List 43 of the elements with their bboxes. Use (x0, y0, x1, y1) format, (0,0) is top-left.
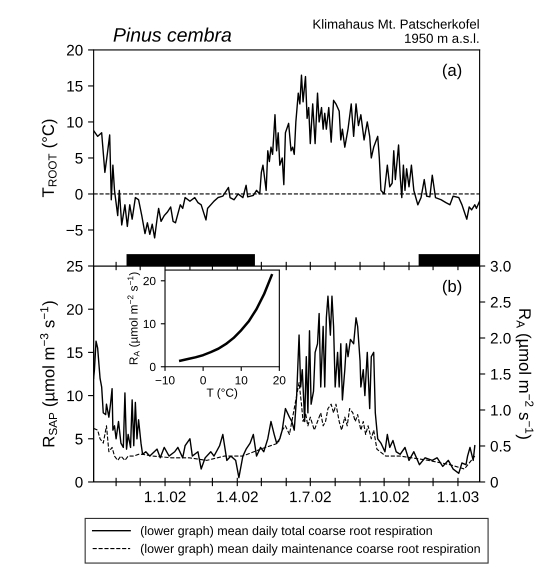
y2-axis-title: R$_{A}$ (µmol m$^{−2}$ s$^{−1}$) (516, 309, 534, 439)
x-tick-label: 10 (236, 376, 248, 384)
y-tick-label: 0 (75, 476, 83, 488)
y-tick-label: 15 (67, 347, 83, 358)
x-tick-label: 1.1.02 (144, 491, 186, 502)
y-tick-label: 20 (66, 304, 83, 315)
y-axis-title: R$_{SAP}$ (µmol m$^{−3}$ s$^{−1}$) (40, 301, 58, 446)
annotation: (a) (442, 64, 462, 80)
y-tick-label: 5 (75, 152, 83, 164)
y2-tick-label: 1.0 (491, 404, 511, 416)
line-series (179, 274, 273, 362)
legend-label: (lower graph) mean daily maintenance coarse root respiration (140, 544, 480, 556)
y-tick-label: 0 (150, 362, 156, 372)
x-tick-label: 1.1.03 (438, 491, 479, 502)
chart-subtitle: Klimahaus Mt. Patscherkofel 1950 m a.s.l. (314, 19, 479, 43)
y2-tick-label: 0 (490, 476, 498, 488)
annotation: (b) (442, 280, 462, 296)
chart-title: Pinus cembra (114, 28, 232, 42)
y-tick-label: 5 (75, 434, 83, 444)
y-tick-label: 10 (144, 320, 156, 328)
y2-tick-label: 2.0 (490, 332, 511, 344)
y2-tick-label: 1.5 (491, 369, 511, 380)
x-tick-label: −10 (156, 376, 175, 384)
y-axis-title: T$_{ROOT}$ (°C) (42, 120, 58, 198)
y-tick-label: 20 (66, 44, 83, 56)
y-tick-label: 25 (66, 260, 83, 272)
y2-tick-label: 0.5 (490, 440, 511, 452)
x-tick-label: 1.10.02 (360, 491, 409, 502)
y-tick-label: 0 (75, 188, 83, 200)
x-tick-label: 1.4.02 (217, 491, 258, 502)
y-axis-title: R$_{A}$ (µmol m$^{−2}$ s$^{−1}$) (127, 272, 140, 364)
x-tick-label: 0 (200, 376, 206, 384)
y-tick-label: 10 (67, 116, 83, 128)
x-tick-label: 20 (273, 376, 286, 384)
y2-tick-label: 2.5 (490, 296, 511, 308)
y2-tick-label: 3.0 (490, 260, 511, 272)
legend-label: (lower graph) mean daily total coarse root respiration (140, 526, 432, 538)
y-tick-label: −5 (66, 225, 83, 236)
x-axis-title: T (°C) (206, 388, 238, 400)
y-tick-label: 10 (67, 390, 83, 402)
y-tick-label: 20 (143, 276, 156, 286)
y-tick-label: 15 (67, 80, 83, 92)
x-tick-label: 1.7.02 (290, 491, 331, 502)
